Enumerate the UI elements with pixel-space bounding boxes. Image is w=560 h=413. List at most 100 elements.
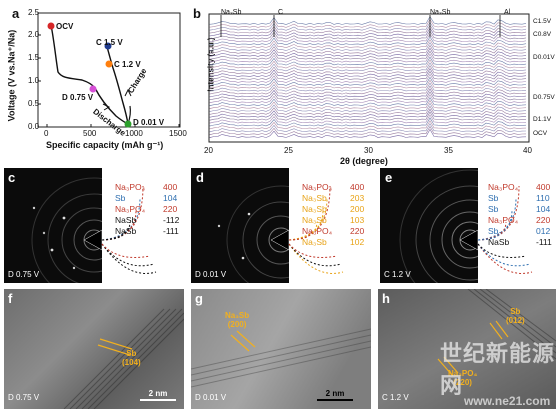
panel-e-arcs xyxy=(477,185,533,274)
marker-ocv xyxy=(47,22,55,30)
label-c15: C 1.5 V xyxy=(96,38,123,47)
xrd-trace xyxy=(209,16,527,25)
xrd-trace xyxy=(209,50,527,60)
xrd-trace xyxy=(209,39,527,49)
panel-f-caption: D 0.75 V xyxy=(8,393,40,402)
y-tick: 0.5 xyxy=(28,99,40,108)
xrd-trace xyxy=(209,18,527,28)
panel-d-arcs xyxy=(288,185,344,274)
panel-a-plot xyxy=(37,12,181,128)
panel-e-label: e xyxy=(385,170,393,185)
xrd-trace xyxy=(209,122,527,133)
hrtem-image-h: h Sb (012) Na₃PO₄ (220) C 1.2 V xyxy=(378,289,556,409)
xrd-trace xyxy=(209,76,527,86)
xrd-trace xyxy=(209,85,527,95)
panel-f-label: f xyxy=(8,291,13,306)
x-tick: 1000 xyxy=(125,129,143,138)
x-tick: 25 xyxy=(284,146,293,155)
panel-f-scalebar: 2 nm xyxy=(140,389,176,401)
xrd-trace xyxy=(209,67,527,78)
xrd-trace xyxy=(209,125,527,136)
panel-g-scalebar: 2 nm xyxy=(317,389,353,401)
y-tick: 2.5 xyxy=(28,8,40,17)
panel-b-label: b xyxy=(193,6,201,21)
watermark-url: www.ne21.com xyxy=(464,394,551,408)
hrtem-image-f: f Sb (104) D 0.75 V 2 nm xyxy=(4,289,184,409)
panel-c-arcs xyxy=(101,185,157,274)
y-tick: 0.0 xyxy=(28,122,40,131)
xrd-trace xyxy=(209,62,527,72)
x-tick: 30 xyxy=(364,146,373,155)
panel-d-label: d xyxy=(196,170,204,185)
panel-a-xlabel: Specific capacity (mAh g⁻¹) xyxy=(46,140,164,150)
state-label: D0.75V xyxy=(533,94,555,101)
peak-label-al: Al xyxy=(504,9,511,16)
xrd-trace xyxy=(209,33,527,43)
xrd-trace xyxy=(209,114,527,124)
xrd-trace xyxy=(209,53,527,63)
panel-h-lattice-label-sb: Sb (012) xyxy=(506,307,525,325)
xrd-trace xyxy=(209,91,527,101)
x-tick: 500 xyxy=(83,129,97,138)
state-label: D0.01V xyxy=(533,54,555,61)
xrd-trace xyxy=(209,88,527,98)
xrd-trace xyxy=(209,111,527,121)
panel-d-caption: D 0.01 V xyxy=(195,270,227,279)
xrd-trace xyxy=(209,108,527,118)
y-tick: 1.0 xyxy=(28,76,40,85)
y-tick: 2.0 xyxy=(28,30,40,39)
xrd-trace xyxy=(209,65,527,75)
xrd-trace xyxy=(209,117,527,127)
panel-b-xlabel: 2θ (degree) xyxy=(340,156,388,166)
panel-h-lattice-label-na3po4: Na₃PO₄ (220) xyxy=(448,369,478,387)
marker-c15 xyxy=(104,42,112,50)
panel-c-label-white: c xyxy=(8,170,16,185)
xrd-trace xyxy=(209,21,527,31)
peak-label-c: C xyxy=(278,9,284,16)
x-tick: 20 xyxy=(204,146,213,155)
xrd-trace xyxy=(209,99,527,109)
xrd-trace xyxy=(209,102,527,112)
xrd-trace xyxy=(209,79,527,89)
marker-d075 xyxy=(89,85,97,93)
xrd-trace xyxy=(209,27,527,37)
x-tick: 35 xyxy=(444,146,453,155)
marker-d001 xyxy=(124,120,132,128)
label-d075: D 0.75 V xyxy=(62,93,94,102)
label-c12: C 1.2 V xyxy=(114,60,141,69)
saed-image-c xyxy=(4,168,102,283)
panel-h-caption: C 1.2 V xyxy=(382,393,409,402)
xrd-trace xyxy=(209,120,527,130)
xrd-trace xyxy=(209,59,527,69)
xrd-trace xyxy=(209,73,527,83)
xrd-trace xyxy=(209,94,527,104)
hrtem-image-g: g Na₃Sb (200) D 0.01 V 2 nm xyxy=(191,289,371,409)
y-tick: 1.5 xyxy=(28,53,40,62)
saed-image-e xyxy=(380,168,478,283)
xrd-trace xyxy=(209,36,527,46)
xrd-trace xyxy=(209,30,527,40)
label-d001: D 0.01 V xyxy=(133,118,165,127)
xrd-trace xyxy=(209,82,527,92)
state-label: C1.5V xyxy=(533,18,552,25)
xrd-trace xyxy=(209,96,527,107)
x-tick: 40 xyxy=(523,146,532,155)
xrd-trace xyxy=(209,105,527,115)
xrd-trace xyxy=(209,70,527,80)
panel-b-plot xyxy=(208,13,530,143)
xrd-trace xyxy=(209,44,527,54)
panel-e-caption: C 1.2 V xyxy=(384,270,411,279)
panel-f-lattice-label: Sb (104) xyxy=(122,349,141,367)
marker-c12 xyxy=(105,60,113,68)
panel-g-label: g xyxy=(195,291,203,306)
state-label: OCV xyxy=(533,130,548,137)
state-label: C0.8V xyxy=(533,31,552,38)
xrd-trace xyxy=(209,128,527,138)
saed-image-d xyxy=(191,168,289,283)
xrd-trace xyxy=(209,42,527,51)
x-tick: 1500 xyxy=(169,129,187,138)
panel-a-label: a xyxy=(12,6,20,21)
state-label: D1.1V xyxy=(533,116,552,123)
label-ocv: OCV xyxy=(56,22,74,31)
peak-label-na3sb-2: Na₃Sb xyxy=(430,9,451,16)
